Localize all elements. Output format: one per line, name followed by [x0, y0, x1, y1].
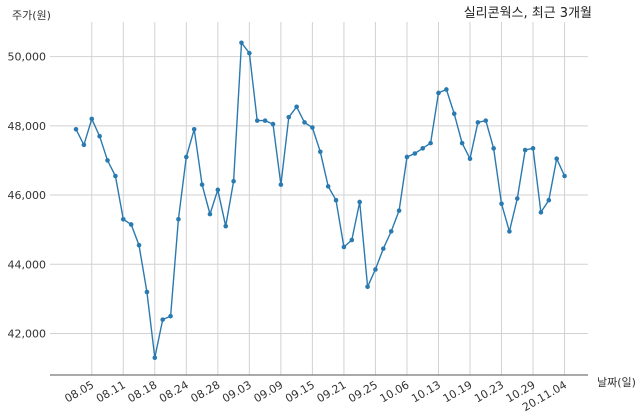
- data-point: [73, 126, 79, 132]
- series-line: [75, 40, 566, 358]
- data-point: [136, 242, 142, 248]
- y-tick-label: 48,000: [8, 120, 47, 133]
- data-point: [451, 111, 457, 117]
- data-point: [554, 156, 559, 162]
- y-axis-label: 주가(원): [12, 9, 51, 22]
- data-point: [373, 267, 378, 272]
- data-point: [168, 313, 173, 319]
- data-point: [89, 116, 95, 122]
- data-point: [325, 184, 331, 189]
- data-point: [530, 146, 536, 151]
- data-point: [396, 208, 402, 213]
- data-point: [483, 118, 489, 123]
- data-point: [97, 133, 102, 139]
- series-group: [73, 40, 567, 360]
- data-point: [444, 87, 449, 92]
- data-point: [278, 182, 284, 187]
- data-point: [231, 178, 236, 184]
- data-point: [412, 151, 418, 156]
- data-point: [467, 156, 473, 162]
- data-point: [404, 154, 410, 160]
- y-tick-label: 44,000: [8, 258, 47, 271]
- data-point: [546, 197, 552, 203]
- data-point: [160, 317, 165, 322]
- data-point: [522, 147, 528, 153]
- data-point: [310, 125, 315, 130]
- data-point: [128, 222, 134, 227]
- data-point: [191, 126, 197, 132]
- data-point: [436, 90, 441, 96]
- data-point: [199, 182, 205, 187]
- x-tick-label: 09.09: [252, 378, 286, 405]
- x-tick-label: 08.24: [157, 378, 191, 405]
- data-point: [357, 199, 362, 205]
- data-point: [254, 118, 260, 123]
- x-tick-label: 10.23: [472, 378, 506, 405]
- data-point: [152, 355, 158, 360]
- chart-title: 실리콘웍스, 최근 3개월: [464, 6, 592, 21]
- data-point: [499, 201, 504, 206]
- x-tick-label: 10.19: [441, 378, 475, 405]
- y-tick-label: 50,000: [8, 51, 47, 64]
- data-point: [388, 229, 394, 234]
- data-point: [491, 146, 496, 151]
- data-point: [365, 284, 370, 290]
- data-point: [333, 197, 339, 203]
- data-point: [514, 196, 520, 201]
- data-point: [215, 187, 221, 193]
- data-point: [428, 140, 433, 146]
- data-point: [538, 210, 544, 215]
- x-tick-label: 09.21: [315, 378, 349, 405]
- data-point: [349, 237, 355, 243]
- x-tick-label: 08.11: [94, 378, 128, 405]
- data-point: [317, 149, 323, 155]
- data-point: [105, 158, 110, 163]
- data-point: [223, 223, 229, 229]
- x-tick-label: 08.18: [126, 378, 160, 405]
- data-point: [176, 216, 181, 222]
- x-tick-label: 09.03: [220, 378, 254, 405]
- data-point: [507, 229, 512, 234]
- x-tick-label: 09.25: [346, 378, 380, 405]
- data-point: [270, 121, 276, 127]
- data-point: [381, 246, 386, 251]
- x-tick-label: 10.13: [409, 378, 443, 405]
- data-point: [81, 142, 87, 148]
- data-point: [294, 104, 299, 110]
- data-point: [459, 140, 465, 146]
- data-point: [262, 118, 268, 123]
- data-point: [144, 289, 150, 295]
- data-point: [247, 50, 252, 56]
- data-point: [341, 244, 347, 250]
- x-tick-labels: 08.0508.1108.1808.2408.2809.0309.0909.15…: [62, 378, 569, 414]
- x-tick-label: 08.05: [62, 378, 96, 405]
- data-point: [184, 154, 189, 160]
- data-point: [207, 211, 213, 217]
- data-point: [120, 216, 126, 222]
- y-tick-labels: 42,000 44,000 46,000 48,000 50,000: [8, 51, 47, 341]
- data-point: [302, 120, 307, 125]
- data-point: [239, 40, 244, 46]
- grid: [50, 22, 588, 375]
- x-tick-label: 09.15: [283, 378, 317, 405]
- data-point: [562, 173, 567, 179]
- x-axis-label: 날짜(일): [597, 375, 636, 389]
- x-tick-label: 10.06: [378, 378, 412, 405]
- data-point: [420, 146, 426, 151]
- data-point: [475, 120, 481, 125]
- x-tick-label: 08.28: [189, 378, 223, 405]
- y-tick-label: 42,000: [8, 327, 47, 340]
- data-point: [113, 173, 118, 179]
- y-tick-label: 46,000: [8, 189, 47, 202]
- data-point: [286, 114, 292, 120]
